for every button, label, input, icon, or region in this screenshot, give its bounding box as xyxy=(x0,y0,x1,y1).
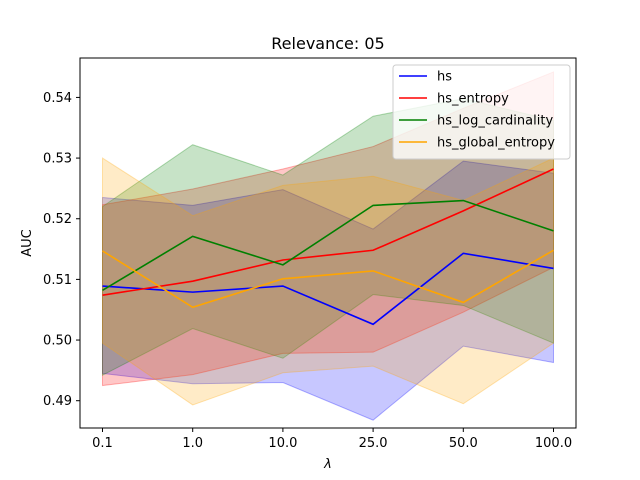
band-hs_global_entropy xyxy=(102,157,554,406)
y-tick-label: 0.53 xyxy=(43,152,72,167)
legend-label-hs_global_entropy: hs_global_entropy xyxy=(437,136,555,151)
legend-label-hs_entropy: hs_entropy xyxy=(437,92,509,107)
line-hs_log_cardinality xyxy=(102,199,554,291)
line-hs_entropy xyxy=(102,168,554,296)
y-tick-label: 0.50 xyxy=(43,334,72,349)
x-tick-label: 25.0 xyxy=(359,436,388,451)
x-axis-ticks: 0.1 1.0 10.0 25.0 50.0 100.0 xyxy=(92,428,572,451)
x-tick-label: 0.1 xyxy=(92,436,113,451)
y-tick-label: 0.51 xyxy=(43,273,72,288)
band-hs xyxy=(102,160,554,421)
band-hs_log_cardinality xyxy=(102,98,554,377)
y-tick-label: 0.52 xyxy=(43,212,72,227)
x-tick-label: 100.0 xyxy=(535,436,572,451)
chart-title: Relevance: 05 xyxy=(271,34,384,53)
x-axis-label: λ xyxy=(323,457,332,472)
y-axis-ticks: 0.49 0.50 0.51 0.52 0.53 0.54 xyxy=(43,91,80,409)
legend: hs hs_entropy hs_log_cardinality hs_global_… xyxy=(392,64,571,160)
x-tick-label: 10.0 xyxy=(268,436,297,451)
x-tick-label: 50.0 xyxy=(449,436,478,451)
line-hs xyxy=(102,252,554,326)
x-tick-label: 1.0 xyxy=(182,436,203,451)
y-tick-label: 0.49 xyxy=(43,394,72,409)
y-axis-label: AUC xyxy=(20,229,35,257)
legend-box xyxy=(392,64,571,160)
legend-label-hs: hs xyxy=(437,70,452,85)
line-hs_global_entropy xyxy=(102,249,554,309)
plot-frame xyxy=(79,57,577,429)
y-tick-label: 0.54 xyxy=(43,91,72,106)
series-lines xyxy=(102,168,554,326)
legend-label-hs_log_cardinality: hs_log_cardinality xyxy=(437,114,553,129)
